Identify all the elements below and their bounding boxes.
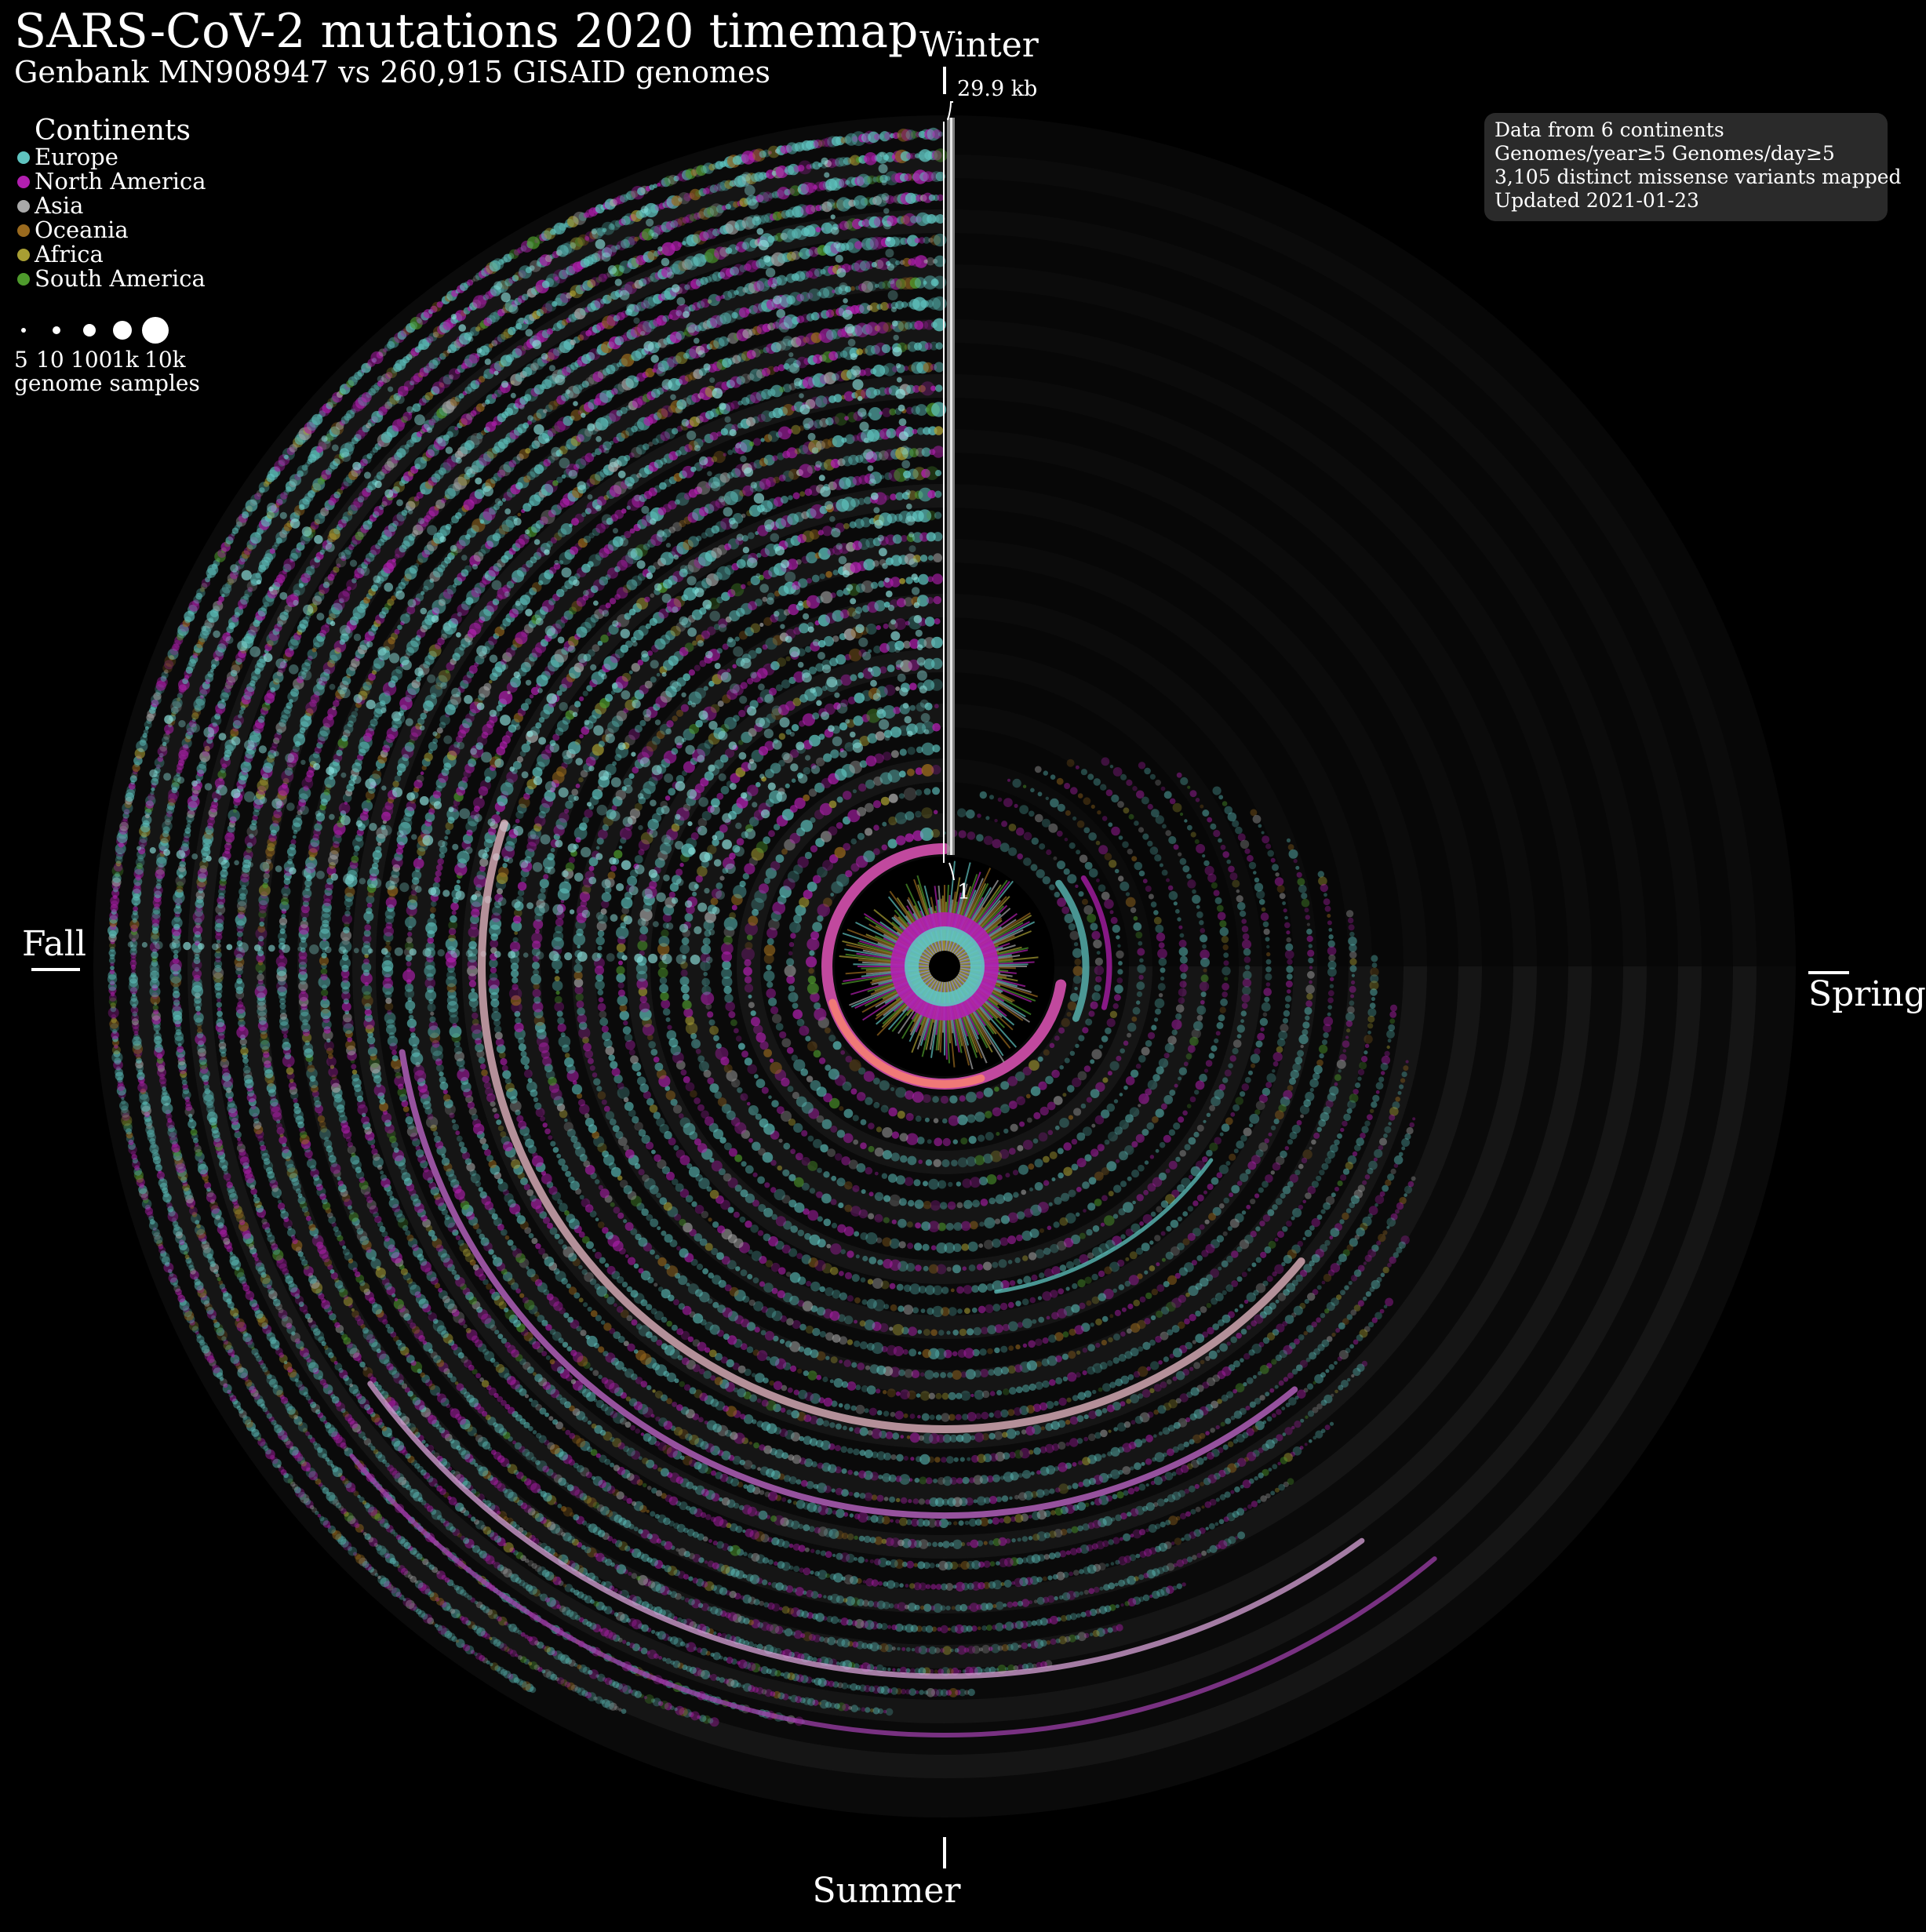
legend-swatch-0 (17, 151, 30, 164)
highlight-arc-3 (399, 1049, 1298, 1519)
chart-subtitle: Genbank MN908947 vs 260,915 GISAID genom… (14, 55, 770, 89)
legend-label-2: Asia (34, 192, 83, 219)
highlight-arc-4 (367, 1381, 1365, 1679)
info-line-3: 3,105 distinct missense variants mapped (1495, 166, 1902, 188)
chart-title: SARS-CoV-2 mutations 2020 timemap (14, 4, 918, 59)
center-core (835, 857, 1054, 1076)
legend-label-1: North America (35, 168, 206, 195)
size-legend-label-2: 100 (71, 347, 112, 373)
legend-label-0: Europe (35, 144, 118, 170)
highlight-arc-8 (1080, 875, 1112, 1010)
legend-swatch-1 (17, 176, 30, 188)
legend-label-4: Africa (34, 241, 104, 267)
legend-label-3: Oceania (35, 216, 129, 243)
highlight-arc-5 (349, 1454, 1437, 1737)
legend-swatch-5 (17, 273, 30, 286)
info-box: Data from 6 continents Genomes/year≥5 Ge… (1484, 113, 1902, 221)
highlight-arc-2 (478, 819, 1305, 1433)
info-line-4: Updated 2021-01-23 (1495, 189, 1699, 212)
season-markers: Winter Summer Fall Spring (22, 25, 1926, 1911)
size-legend-label-4: 10k (144, 347, 187, 373)
size-legend-label-3: 1k (111, 347, 140, 373)
legend-swatch-2 (17, 200, 30, 213)
season-summer: Summer (813, 1871, 962, 1911)
highlight-arc-1 (828, 999, 985, 1089)
highlight-arcs (349, 819, 1437, 1737)
genome-end-label: 29.9 kb (957, 77, 1037, 101)
legend-title: Continents (35, 115, 191, 147)
season-fall: Fall (22, 924, 86, 964)
size-legend-label-1: 10 (36, 347, 64, 373)
mutation-points (107, 127, 1416, 1727)
legend-swatch-3 (17, 224, 30, 237)
highlight-arc-7 (1055, 879, 1090, 1022)
size-legend-caption: genome samples (14, 370, 200, 396)
season-winter: Winter (919, 25, 1039, 65)
genome-axis: 29.9 kb 1 (943, 77, 1037, 904)
season-spring: Spring (1808, 974, 1926, 1014)
highlight-arc-6 (994, 1158, 1214, 1294)
info-line-2: Genomes/year≥5 Genomes/day≥5 (1495, 142, 1835, 165)
size-legend-label-0: 5 (14, 347, 28, 373)
genome-start-label: 1 (957, 880, 970, 904)
legend-label-5: South America (35, 265, 206, 292)
legend-swatch-4 (17, 249, 30, 261)
info-line-1: Data from 6 continents (1495, 118, 1724, 141)
